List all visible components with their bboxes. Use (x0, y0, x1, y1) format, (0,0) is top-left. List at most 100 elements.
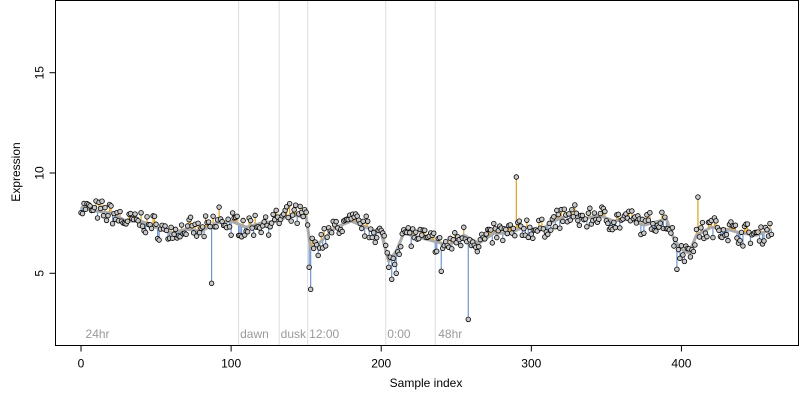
data-point (530, 235, 536, 242)
data-point (117, 208, 123, 215)
data-point (234, 213, 240, 220)
data-point (704, 233, 710, 240)
data-point (205, 219, 212, 225)
data-point (516, 218, 523, 224)
data-point (94, 215, 101, 221)
data-point (438, 268, 444, 274)
data-point (695, 194, 701, 200)
data-point (740, 243, 746, 249)
data-point (690, 248, 697, 255)
data-point (476, 244, 482, 250)
data-point (591, 210, 598, 216)
data-point (710, 234, 716, 241)
data-point (585, 210, 592, 216)
data-point (504, 230, 511, 237)
annotations: 24hr dawn dusk 12:00 0:00 48hr (86, 327, 463, 341)
data-point (650, 220, 656, 227)
data-point (576, 222, 583, 229)
data-point (322, 243, 329, 249)
data-point (201, 233, 207, 240)
data-point (698, 225, 704, 231)
data-point (758, 224, 764, 230)
data-point (333, 218, 339, 225)
data-point (132, 211, 138, 217)
data-point (557, 225, 563, 231)
data-point (315, 252, 321, 259)
data-point (195, 220, 201, 227)
data-point (324, 234, 330, 240)
residual-segments (80, 177, 773, 320)
data-point (560, 218, 566, 225)
data-point (139, 223, 146, 229)
data-point (407, 230, 413, 236)
data-point (262, 214, 269, 220)
data-point (597, 210, 604, 217)
data-point (127, 210, 134, 217)
data-point (737, 237, 743, 244)
data-point (240, 217, 246, 224)
data-point (437, 234, 443, 241)
data-point (124, 218, 131, 224)
data-point (374, 234, 380, 241)
data-point (488, 227, 494, 233)
data-point (228, 232, 234, 238)
data-point (605, 220, 611, 227)
data-point (617, 225, 623, 231)
data-point (668, 230, 674, 236)
data-point (82, 206, 89, 213)
data-point (144, 214, 150, 220)
x-tick-label: 300 (521, 357, 541, 371)
data-point (764, 227, 770, 233)
data-point (108, 203, 114, 209)
data-point (555, 211, 562, 218)
y-axis: 5 10 15 (33, 66, 56, 277)
annotation-label: dawn (240, 327, 269, 341)
data-point (747, 240, 754, 247)
data-point (521, 225, 527, 232)
data-point (584, 224, 590, 230)
annotation-label: 24hr (86, 327, 110, 341)
data-point (310, 245, 317, 252)
data-point (247, 217, 254, 224)
data-point (328, 229, 335, 236)
data-point (291, 207, 297, 213)
data-point (190, 230, 197, 236)
data-point (611, 219, 617, 226)
data-point (300, 213, 306, 220)
data-point (163, 227, 170, 234)
data-point (569, 206, 575, 213)
data-point (548, 227, 554, 233)
data-point (97, 205, 104, 212)
data-point (582, 216, 589, 222)
data-point (671, 243, 677, 249)
data-point (273, 207, 279, 214)
data-point (292, 202, 299, 208)
annotation-label: 48hr (438, 327, 462, 341)
data-point (268, 220, 275, 226)
data-point (416, 235, 422, 242)
data-point (362, 233, 368, 239)
data-point (680, 252, 686, 258)
data-point (693, 226, 700, 233)
data-point (313, 242, 320, 248)
data-point (368, 226, 374, 232)
data-point (768, 231, 775, 238)
data-point (381, 233, 387, 239)
data-point (452, 230, 458, 236)
data-point (225, 216, 231, 222)
data-point (419, 232, 425, 238)
data-point (633, 220, 640, 226)
data-point (244, 229, 251, 235)
data-point (551, 214, 557, 220)
data-point (363, 213, 369, 219)
data-point (458, 242, 464, 249)
data-point (229, 210, 236, 216)
data-point (659, 209, 665, 216)
data-point (390, 255, 396, 262)
data-point (306, 264, 312, 270)
data-point (249, 225, 255, 231)
data-point (193, 233, 200, 239)
data-point (552, 223, 559, 230)
data-point (678, 243, 685, 249)
